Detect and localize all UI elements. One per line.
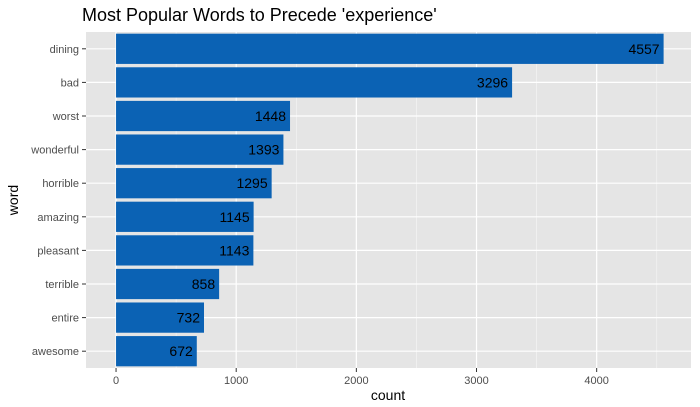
y-tick-label: bad (61, 77, 79, 89)
data-label: 1143 (219, 242, 249, 258)
bar (116, 134, 284, 165)
data-label: 1145 (220, 209, 250, 225)
data-label: 858 (192, 276, 216, 292)
x-tick-label: 3000 (464, 375, 488, 387)
chart-title: Most Popular Words to Precede 'experienc… (82, 5, 437, 25)
y-tick-label: horrible (42, 178, 79, 190)
y-axis-ticks: dining bad worst wonderful horrible amazing pl… (30, 44, 86, 358)
data-label: 1448 (255, 108, 286, 124)
bar (116, 302, 204, 333)
x-tick-label: 4000 (584, 375, 608, 387)
x-tick-label: 1000 (224, 375, 248, 387)
data-label: 1295 (236, 175, 267, 191)
bar (116, 268, 220, 300)
data-label: 4557 (628, 41, 659, 57)
bar (116, 100, 291, 132)
bar (116, 201, 254, 232)
data-labels: 4557 3296 1448 1393 1295 1145 1143 858 732 672 (169, 41, 659, 359)
y-tick-label: awesome (32, 346, 79, 358)
data-label: 1393 (248, 142, 279, 158)
bar (116, 67, 513, 98)
y-axis-title: word (5, 185, 21, 216)
bar (116, 336, 197, 367)
data-label: 3296 (477, 74, 508, 90)
y-tick-label: terrible (45, 279, 79, 291)
y-tick-label: wonderful (30, 145, 79, 157)
bars (116, 33, 664, 367)
x-axis-ticks: 0 1000 2000 3000 4000 (113, 368, 609, 387)
data-label: 672 (169, 343, 193, 359)
y-tick-label: worst (52, 111, 79, 123)
bar (116, 33, 664, 64)
y-tick-label: pleasant (37, 245, 79, 257)
data-label: 732 (177, 310, 201, 326)
bar (116, 168, 272, 199)
y-tick-label: entire (51, 313, 79, 325)
x-tick-label: 0 (113, 375, 119, 387)
y-tick-label: amazing (37, 212, 79, 224)
x-axis-title: count (371, 387, 405, 403)
y-tick-label: dining (50, 44, 79, 56)
x-tick-label: 2000 (344, 375, 368, 387)
bar (116, 235, 254, 266)
